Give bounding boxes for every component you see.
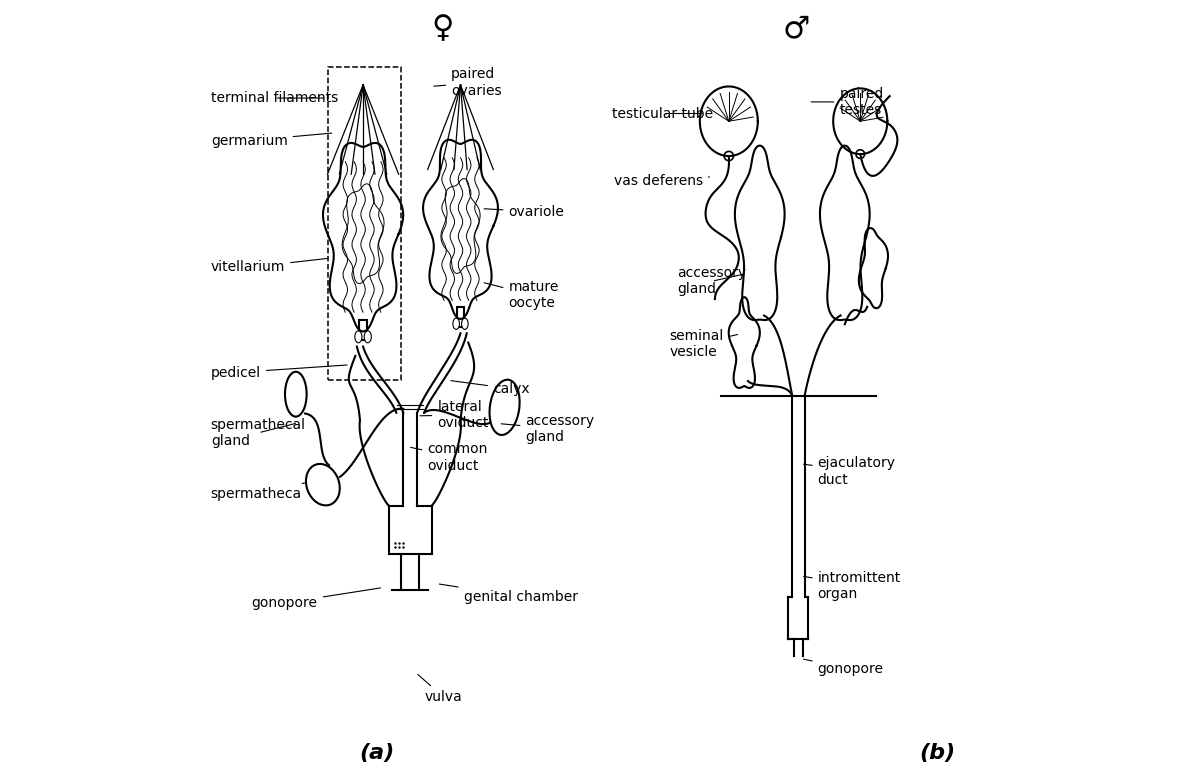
- Bar: [328, 67, 401, 380]
- Text: intromittent
organ: intromittent organ: [804, 571, 901, 601]
- Text: ♀: ♀: [432, 14, 453, 43]
- Text: testicular tube: testicular tube: [612, 106, 713, 120]
- Ellipse shape: [355, 331, 362, 343]
- Text: ovariole: ovariole: [484, 205, 564, 219]
- Text: ♂: ♂: [782, 14, 810, 43]
- Text: terminal filaments: terminal filaments: [211, 91, 338, 105]
- Text: gonopore: gonopore: [804, 659, 884, 676]
- Ellipse shape: [462, 318, 468, 329]
- Text: gonopore: gonopore: [252, 588, 381, 610]
- Text: paired
ovaries: paired ovaries: [434, 68, 502, 98]
- Text: common
oviduct: common oviduct: [411, 442, 488, 473]
- Text: seminal
vesicle: seminal vesicle: [669, 329, 737, 359]
- Text: spermatheca: spermatheca: [211, 483, 305, 501]
- Ellipse shape: [285, 372, 306, 417]
- Text: (b): (b): [920, 743, 956, 763]
- Bar: [457, 307, 464, 327]
- Ellipse shape: [306, 464, 339, 505]
- Text: accessory
gland: accessory gland: [501, 414, 595, 444]
- Bar: [360, 320, 367, 341]
- Text: germarium: germarium: [211, 133, 331, 147]
- Text: ejaculatory
duct: ejaculatory duct: [804, 456, 896, 487]
- Text: pedicel: pedicel: [211, 365, 347, 379]
- Text: lateral
oviduct: lateral oviduct: [420, 400, 489, 430]
- Ellipse shape: [856, 150, 864, 158]
- Ellipse shape: [364, 331, 372, 343]
- Text: (a): (a): [360, 743, 394, 763]
- Text: vas deferens: vas deferens: [614, 174, 710, 188]
- Ellipse shape: [489, 379, 520, 435]
- Ellipse shape: [724, 151, 734, 161]
- Text: spermathecal
gland: spermathecal gland: [211, 417, 306, 448]
- Text: accessory
gland: accessory gland: [677, 266, 747, 296]
- Text: calyx: calyx: [451, 381, 529, 396]
- Text: vulva: vulva: [418, 674, 463, 705]
- Text: genital chamber: genital chamber: [439, 584, 578, 604]
- Ellipse shape: [453, 318, 459, 329]
- Text: vitellarium: vitellarium: [211, 258, 328, 275]
- Text: paired
testes: paired testes: [811, 87, 883, 117]
- Text: mature
oocyte: mature oocyte: [484, 280, 559, 310]
